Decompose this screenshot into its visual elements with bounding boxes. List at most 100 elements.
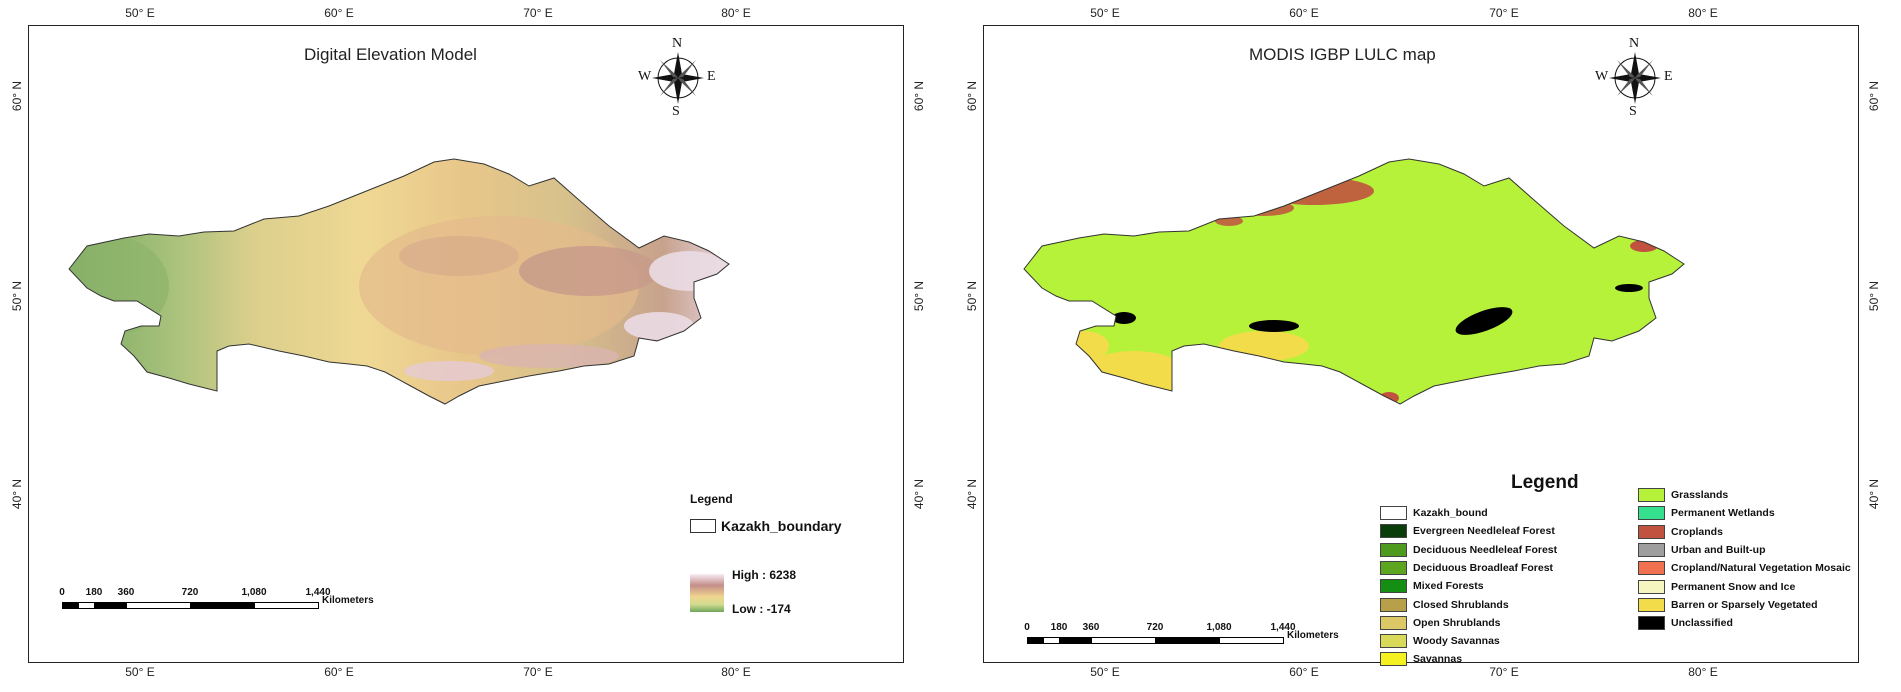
boundary-label: Kazakh_boundary	[721, 518, 842, 534]
scale-tick-label: 360	[117, 587, 135, 598]
scale-segment	[1219, 637, 1284, 644]
north-arrow-compass: N S W E	[638, 36, 718, 140]
lon-tick-bottom: 80° E	[721, 665, 751, 679]
lulc-legend-swatch	[1380, 560, 1407, 575]
lon-tick-bottom: 70° E	[1489, 665, 1519, 679]
legend-boundary-item: Kazakh_boundary	[690, 518, 842, 534]
lulc-legend-title: Legend	[1511, 472, 1579, 493]
lulc-map-frame	[983, 25, 1859, 663]
lat-tick-right: 50° N	[912, 280, 927, 312]
lulc-legend-label: Evergreen Needleleaf Forest	[1413, 525, 1555, 538]
scale-tick-label: 0	[1024, 622, 1030, 633]
scale-segment	[94, 602, 127, 609]
lon-tick-bottom: 80° E	[1688, 665, 1718, 679]
lulc-legend-swatch	[1638, 542, 1665, 557]
lulc-legend-item: Open Shrublands	[1380, 615, 1501, 630]
lat-tick-left: 40° N	[10, 478, 25, 510]
lulc-map-panel: 50° E 60° E 70° E 80° E 50° E 60° E 70° …	[955, 0, 1901, 692]
scale-unit-label: Kilometers	[322, 595, 374, 606]
scale-segment	[1091, 637, 1156, 644]
lulc-legend-item: Unclassified	[1638, 616, 1733, 631]
compass-s-label: S	[1629, 104, 1637, 119]
lon-tick-top: 60° E	[324, 6, 354, 20]
scale-tick-label: 720	[1146, 622, 1164, 633]
lulc-legend-swatch	[1380, 579, 1407, 594]
scale-tick-label: 180	[1050, 622, 1068, 633]
dem-legend: Legend Kazakh_boundary High : 6238 Low :…	[690, 492, 890, 632]
lulc-legend-item: Cropland/Natural Vegetation Mosaic	[1638, 561, 1851, 576]
scale-tick-label: 1,080	[241, 587, 267, 598]
lulc-legend-label: Unclassified	[1671, 617, 1733, 630]
lulc-legend-swatch	[1380, 597, 1407, 612]
boundary-swatch	[690, 519, 716, 533]
lon-tick-top: 50° E	[125, 6, 155, 20]
lulc-legend-item: Deciduous Needleleaf Forest	[1380, 542, 1558, 557]
lulc-legend-swatch	[1380, 542, 1407, 557]
lulc-legend-label: Permanent Snow and Ice	[1671, 580, 1796, 593]
lulc-map-graphic	[1023, 158, 1685, 405]
scale-segment	[254, 602, 319, 609]
lulc-legend-item: Grasslands	[1638, 488, 1728, 502]
lulc-legend-label: Croplands	[1671, 525, 1723, 538]
scale-tick-label: 0	[59, 587, 65, 598]
compass-n-label: N	[1629, 36, 1640, 51]
lat-tick-right: 40° N	[1867, 478, 1882, 510]
compass-w-label: W	[1595, 69, 1609, 84]
compass-s-label: S	[672, 104, 680, 119]
lulc-legend-item: Permanent Snow and Ice	[1638, 579, 1796, 594]
compass-n-label: N	[672, 36, 683, 51]
lulc-legend-label: Deciduous Needleleaf Forest	[1413, 543, 1558, 556]
lulc-legend-item: Urban and Built-up	[1638, 542, 1766, 557]
lulc-legend-swatch	[1638, 579, 1665, 594]
scale-segment	[1043, 637, 1060, 644]
elevation-high-label: High : 6238	[732, 568, 797, 582]
lulc-legend-label: Open Shrublands	[1413, 616, 1501, 629]
lon-tick-bottom: 60° E	[1289, 665, 1319, 679]
lulc-legend-item: Woody Savannas	[1380, 634, 1500, 649]
lulc-legend-swatch	[1638, 597, 1665, 612]
lulc-legend-item: Savannas	[1380, 652, 1462, 667]
lulc-legend-label: Barren or Sparsely Vegetated	[1671, 598, 1818, 611]
scale-tick-label: 1,440	[1270, 622, 1296, 633]
lulc-legend-swatch	[1638, 506, 1665, 521]
scale-bar: 0 180 360 720 1,080 1,440 Kilometers	[1024, 622, 1339, 652]
north-arrow-compass: N S W E	[1595, 36, 1675, 140]
lulc-legend-item: Barren or Sparsely Vegetated	[1638, 597, 1818, 612]
lulc-legend-item: Deciduous Broadleaf Forest	[1380, 560, 1553, 575]
dem-map-frame	[28, 25, 904, 663]
lulc-legend-swatch	[1380, 634, 1407, 649]
lulc-legend-item: Closed Shrublands	[1380, 597, 1509, 612]
lon-tick-top: 80° E	[1688, 6, 1718, 20]
lulc-legend-item: Croplands	[1638, 524, 1723, 539]
elevation-color-ramp	[690, 574, 724, 612]
lat-tick-left: 50° N	[965, 280, 980, 312]
dem-map-title: Digital Elevation Model	[304, 45, 477, 64]
lulc-legend-item: Permanent Wetlands	[1638, 506, 1775, 521]
scale-unit-label: Kilometers	[1287, 630, 1339, 641]
lat-tick-right: 60° N	[912, 80, 927, 112]
scale-segment	[62, 602, 79, 609]
scale-tick-label: 360	[1082, 622, 1100, 633]
scale-segment	[1059, 637, 1092, 644]
scale-segment	[126, 602, 191, 609]
lon-tick-top: 60° E	[1289, 6, 1319, 20]
lat-tick-left: 50° N	[10, 280, 25, 312]
scale-segment	[1155, 637, 1220, 644]
scale-tick-label: 1,440	[305, 587, 331, 598]
lulc-legend-swatch	[1638, 524, 1665, 539]
lulc-legend-item: Evergreen Needleleaf Forest	[1380, 524, 1555, 539]
lon-tick-bottom: 50° E	[1090, 665, 1120, 679]
lulc-legend-swatch	[1380, 524, 1407, 539]
lon-tick-top: 70° E	[1489, 6, 1519, 20]
lulc-legend-swatch	[1380, 652, 1407, 667]
lat-tick-left: 40° N	[965, 478, 980, 510]
compass-w-label: W	[638, 69, 652, 84]
lon-tick-top: 50° E	[1090, 6, 1120, 20]
compass-rose-icon	[1609, 52, 1661, 104]
elevation-low-label: Low : -174	[732, 602, 791, 616]
scale-segment	[1027, 637, 1044, 644]
scale-segment	[190, 602, 255, 609]
scale-tick-label: 180	[85, 587, 103, 598]
compass-e-label: E	[1664, 69, 1673, 84]
lulc-legend-swatch	[1638, 561, 1665, 576]
